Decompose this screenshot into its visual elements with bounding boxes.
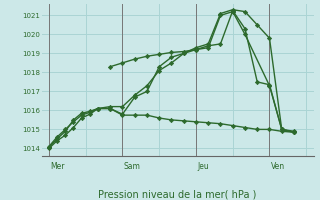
Text: Mer: Mer bbox=[50, 162, 65, 171]
Text: Sam: Sam bbox=[124, 162, 140, 171]
Text: Jeu: Jeu bbox=[197, 162, 209, 171]
Text: Pression niveau de la mer( hPa ): Pression niveau de la mer( hPa ) bbox=[99, 189, 257, 199]
Text: Ven: Ven bbox=[271, 162, 285, 171]
